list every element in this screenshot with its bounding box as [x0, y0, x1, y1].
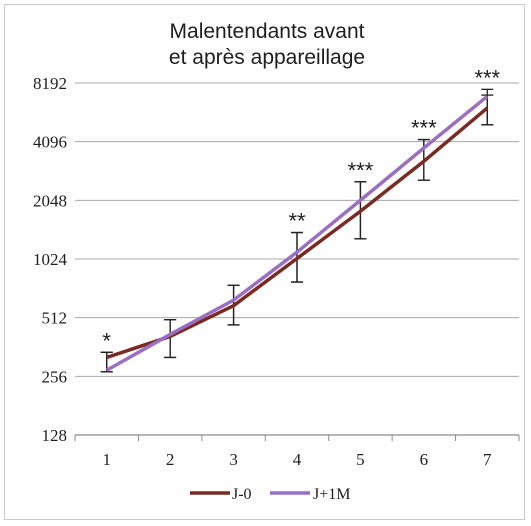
y-tick-label: 1024: [33, 250, 68, 269]
y-axis-ticks: 128 256 512 1024 2048 4096 8192: [33, 74, 68, 445]
significance-markers: ************: [102, 65, 500, 353]
significance-marker: ***: [474, 65, 500, 90]
series-line-1: [106, 106, 489, 360]
chart-title-line-2: et après appareillage: [169, 46, 365, 69]
significance-marker: ***: [348, 158, 374, 183]
x-axis: [74, 434, 520, 441]
x-tick-label: 7: [483, 450, 492, 469]
x-tick-label: 3: [229, 450, 238, 469]
chart: Malentendants avant et après appareillag…: [33, 20, 520, 503]
significance-marker: **: [288, 209, 306, 234]
chart-frame: Malentendants avant et après appareillag…: [4, 4, 525, 520]
y-tick-label: 256: [42, 367, 68, 386]
y-tick-label: 2048: [33, 191, 67, 210]
y-tick-label: 512: [42, 309, 68, 328]
x-tick-label: 5: [356, 450, 365, 469]
x-tick-label: 4: [293, 450, 302, 469]
significance-marker: ***: [411, 116, 437, 141]
legend: J-0 J+1M: [190, 486, 350, 503]
y-tick-label: 8192: [33, 74, 67, 93]
legend-label-j1m: J+1M: [313, 486, 350, 503]
error-bar-2-7: [481, 88, 494, 126]
chart-title-line-1: Malentendants avant: [170, 20, 365, 43]
significance-marker: *: [102, 328, 111, 353]
y-tick-label: 4096: [33, 133, 67, 152]
error-bar-2-2: [164, 319, 177, 359]
series-line-2: [105, 94, 489, 372]
x-tick-label: 1: [102, 450, 111, 469]
x-tick-label: 6: [420, 450, 429, 469]
series-lines: [105, 94, 489, 372]
legend-label-j0: J-0: [232, 486, 252, 503]
x-axis-ticks: 1 2 3 4 5 6 7: [102, 450, 492, 469]
y-tick-label: 128: [42, 426, 68, 445]
x-tick-label: 2: [166, 450, 175, 469]
